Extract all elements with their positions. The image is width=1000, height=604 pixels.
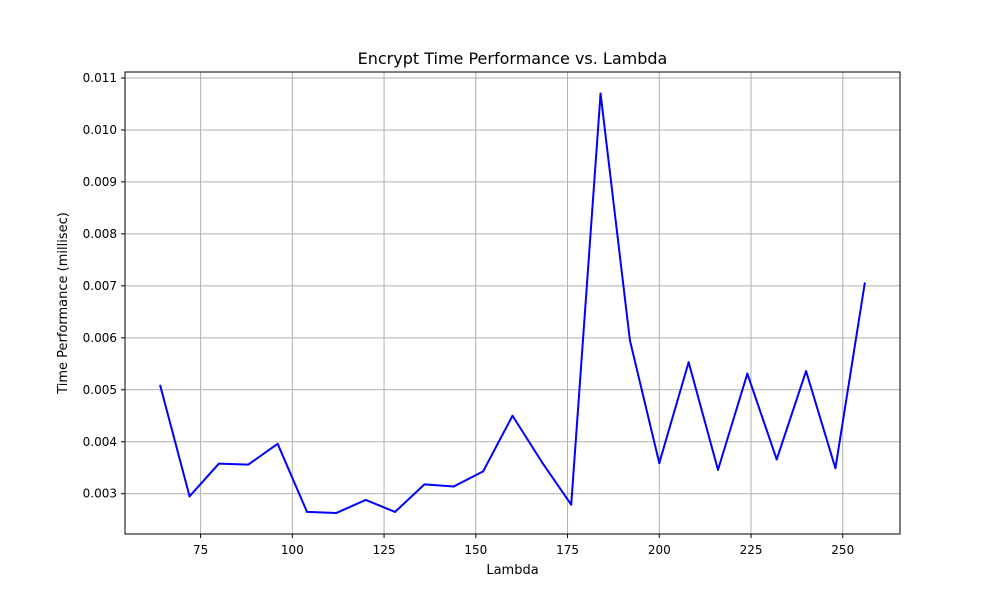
data-point (834, 467, 837, 470)
y-tick-label: 0.010 (83, 123, 117, 137)
data-point (863, 282, 866, 285)
data-point (217, 462, 220, 465)
data-point (570, 503, 573, 506)
x-tick-label: 225 (740, 543, 763, 557)
y-tick-label: 0.007 (83, 279, 117, 293)
x-tick-label: 175 (556, 543, 579, 557)
data-point (306, 510, 309, 513)
data-point (716, 468, 719, 471)
data-point (511, 414, 514, 417)
data-point (452, 485, 455, 488)
plot-frame (124, 71, 901, 535)
y-tick-label: 0.008 (83, 227, 117, 241)
x-tick-label: 250 (831, 543, 854, 557)
x-axis-label: Lambda (486, 563, 538, 578)
data-point (276, 442, 279, 445)
axis-ticks: 75 100 125 150 175 200 225 250 0.003 0.004 0.005 0.… (83, 71, 855, 557)
data-point (628, 339, 631, 342)
data-point (775, 458, 778, 461)
y-tick-label: 0.003 (83, 487, 117, 501)
data-point (658, 462, 661, 465)
y-tick-label: 0.011 (83, 71, 117, 85)
y-tick-label: 0.009 (83, 175, 117, 189)
data-point (687, 361, 690, 364)
data-point (188, 495, 191, 498)
grid-lines (125, 72, 900, 534)
data-point (482, 470, 485, 473)
x-tick-label: 200 (648, 543, 671, 557)
data-point (599, 92, 602, 95)
y-tick-label: 0.006 (83, 331, 117, 345)
data-point (423, 483, 426, 486)
series-line (159, 92, 866, 514)
data-point (364, 498, 367, 501)
y-tick-label: 0.005 (83, 383, 117, 397)
data-point (394, 510, 397, 513)
x-tick-label: 100 (281, 543, 304, 557)
y-tick-label: 0.004 (83, 435, 117, 449)
x-tick-label: 150 (464, 543, 487, 557)
x-tick-label: 125 (373, 543, 396, 557)
x-tick-label: 75 (193, 543, 208, 557)
chart-title: Encrypt Time Performance vs. Lambda (358, 49, 668, 68)
series-lines (159, 92, 866, 514)
y-axis-label: Time Performance (millisec) (56, 212, 71, 395)
data-point (159, 384, 162, 387)
data-point (247, 463, 250, 466)
data-point (805, 370, 808, 373)
data-point (540, 461, 543, 464)
data-point (746, 372, 749, 375)
data-point (335, 511, 338, 514)
